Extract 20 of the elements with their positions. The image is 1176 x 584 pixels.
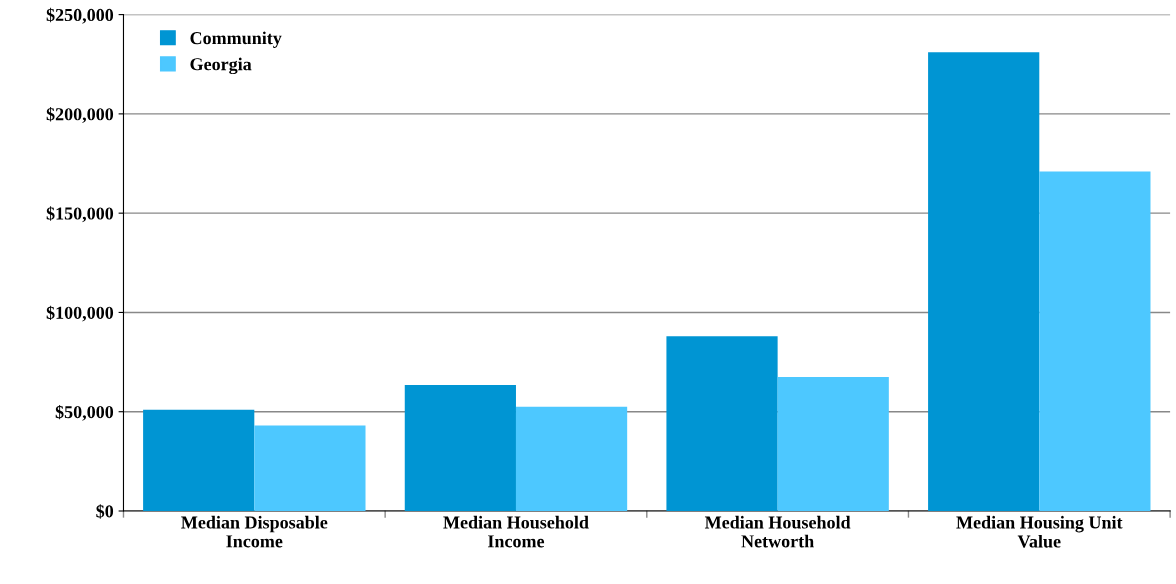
x-tick-label: Median Household Networth	[704, 515, 851, 548]
x-tick-label: Median Housing Unit Value	[956, 515, 1123, 548]
bar	[254, 425, 366, 511]
y-tick-label: $150,000	[46, 206, 114, 223]
legend-label: Georgia	[190, 57, 252, 75]
bar	[1039, 171, 1151, 511]
bar	[143, 409, 255, 511]
x-tick-label: Median Household Income	[443, 515, 589, 548]
bar	[928, 52, 1040, 511]
y-tick-label: $250,000	[46, 7, 114, 24]
bar	[777, 376, 889, 511]
legend-label: Community	[190, 31, 282, 48]
bar	[404, 384, 516, 511]
y-tick-label: $50,000	[55, 404, 114, 421]
x-tick-label: Median Disposable Income	[181, 515, 328, 548]
y-tick-label: $200,000	[46, 107, 114, 123]
bar	[666, 336, 778, 511]
bar	[515, 406, 628, 511]
y-tick-label: $100,000	[46, 305, 114, 322]
y-tick-label: $0	[96, 504, 114, 519]
